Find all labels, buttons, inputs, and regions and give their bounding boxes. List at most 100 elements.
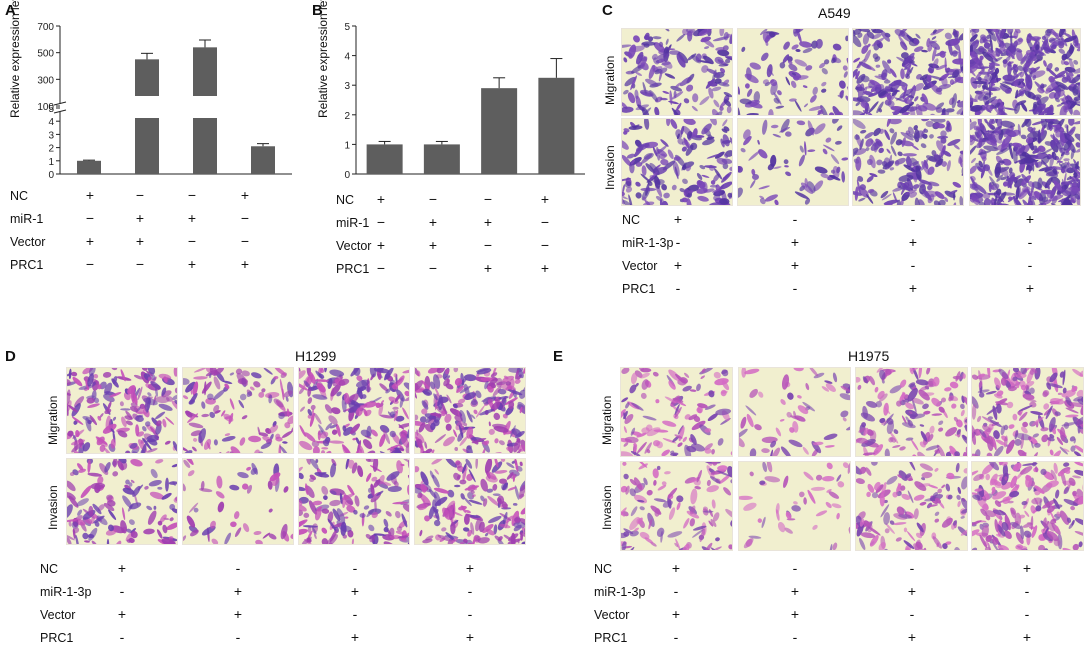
legend-row-label: NC — [622, 213, 641, 227]
legend-sign: + — [907, 583, 917, 599]
chart-a-tick-label: 5 — [48, 104, 54, 115]
micrograph-image — [299, 459, 409, 544]
micrograph-image — [853, 119, 963, 205]
micrograph-image — [970, 29, 1080, 115]
legend-sign: + — [376, 191, 386, 207]
legend-sign: - — [1024, 606, 1030, 622]
micrograph-image — [972, 462, 1083, 550]
legend-sign: + — [673, 211, 683, 227]
panel-label-a: A — [5, 2, 16, 19]
micrograph-image — [621, 462, 732, 550]
legend-sign: + — [187, 256, 197, 272]
legend-sign: − — [135, 187, 145, 203]
legend-sign: + — [233, 583, 243, 599]
legend-sign: + — [671, 560, 681, 576]
legend-sign: - — [235, 560, 241, 576]
chart-a-bar — [135, 59, 159, 96]
micrograph-tile — [855, 367, 968, 457]
chart-a-bar — [135, 118, 159, 174]
row-label-invasion: Invasion — [46, 485, 60, 530]
legend-sign: + — [483, 214, 493, 230]
legend-sign: + — [85, 187, 95, 203]
micrograph-tile — [852, 28, 964, 116]
legend-row-label: NC — [336, 193, 355, 207]
micrograph-tile — [66, 458, 178, 545]
legend-sign: + — [428, 237, 438, 253]
chart-b: 0 1 2 3 4 5 — [344, 22, 585, 181]
chart-b-tick-label: 4 — [344, 52, 350, 63]
chart-b-tick-label: 5 — [344, 22, 350, 33]
legend-sign: - — [352, 606, 358, 622]
panel-title-c: A549 — [818, 5, 851, 21]
legend-sign: − — [428, 191, 438, 207]
legend-sign: + — [908, 234, 918, 250]
micrograph-tile — [621, 28, 733, 116]
micrograph-tile — [737, 28, 849, 116]
micrograph-image — [970, 119, 1080, 205]
micrograph-image — [738, 119, 848, 205]
row-label-migration: Migration — [600, 395, 614, 445]
chart-a-tick-label: 700 — [37, 22, 54, 33]
legend-sign: - — [792, 560, 798, 576]
legend-row-label: PRC1 — [594, 631, 628, 645]
legend-sign: - — [910, 211, 916, 227]
micrograph-tile — [737, 118, 849, 206]
chart-a-tick-label: 100 — [37, 102, 54, 113]
micrograph-tile — [738, 461, 851, 551]
legend-sign: + — [240, 256, 250, 272]
legend-sign: + — [135, 210, 145, 226]
chart-a-tick-label: 1 — [48, 157, 54, 168]
legend-sign: + — [85, 233, 95, 249]
micrograph-tile — [414, 458, 526, 545]
legend-row-label: miR-1 — [10, 212, 44, 226]
row-label-migration: Migration — [46, 395, 60, 445]
micrograph-tile — [852, 118, 964, 206]
legend-sign: + — [790, 606, 800, 622]
legend-sign: + — [428, 214, 438, 230]
chart-a-tick-label: 4 — [48, 117, 54, 128]
chart-b-tick-label: 3 — [344, 81, 350, 92]
legend-sign: - — [909, 560, 915, 576]
legend-sign: − — [187, 233, 197, 249]
legend-row-label: Vector — [10, 235, 46, 249]
legend-sign: - — [675, 280, 681, 296]
legend-sign: + — [907, 629, 917, 645]
legend-sign: + — [350, 629, 360, 645]
legend-sign: - — [910, 257, 916, 273]
micrograph-tile — [738, 367, 851, 457]
chart-b-ylabel: Relative expression level (PRC1/GAPDH) — [316, 0, 330, 118]
row-label-migration: Migration — [603, 55, 617, 105]
legend-sign: + — [117, 606, 127, 622]
legend-sign: − — [85, 210, 95, 226]
panel-label-c: C — [602, 2, 613, 19]
legend-sign: − — [376, 214, 386, 230]
legend-row-label: NC — [10, 189, 29, 203]
panel-label-b: B — [312, 2, 323, 19]
micrograph-image — [622, 119, 732, 205]
legend-row-label: PRC1 — [336, 262, 370, 276]
legend-sign: + — [790, 583, 800, 599]
row-label-invasion: Invasion — [603, 145, 617, 190]
legend-sign: − — [483, 191, 493, 207]
legend-sign: + — [1022, 560, 1032, 576]
legend-sign: - — [1027, 234, 1033, 250]
micrograph-image — [622, 29, 732, 115]
chart-b-tick-label: 0 — [344, 170, 350, 181]
legend-sign: + — [790, 257, 800, 273]
legend-sign: + — [117, 560, 127, 576]
legend-sign: − — [483, 237, 493, 253]
legend-sign: - — [1024, 583, 1030, 599]
legend-sign: - — [792, 629, 798, 645]
micrograph-tile — [971, 461, 1084, 551]
chart-a: 100 300 500 700 0 1 2 3 4 5 — [37, 22, 292, 181]
legend-sign: + — [790, 234, 800, 250]
legend-sign: + — [1025, 280, 1035, 296]
micrograph-tile — [182, 458, 294, 545]
legend-sign: + — [908, 280, 918, 296]
legend-sign: − — [428, 260, 438, 276]
chart-a-bar — [193, 47, 217, 96]
legend-row-label: NC — [40, 562, 59, 576]
chart-b-tick-label: 2 — [344, 111, 350, 122]
legend-sign: + — [483, 260, 493, 276]
micrograph-image — [738, 29, 848, 115]
